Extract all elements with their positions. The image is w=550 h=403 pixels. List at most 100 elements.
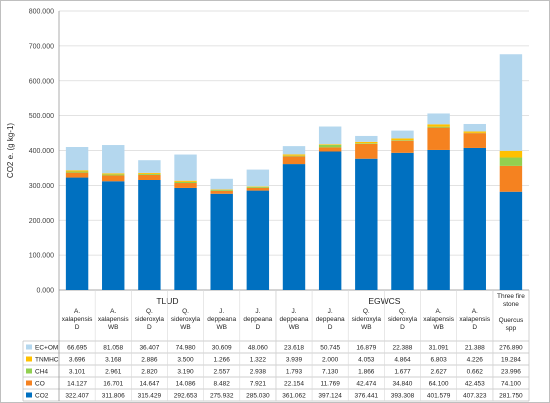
bar-segment-co xyxy=(282,156,306,165)
table-value: 22.154 xyxy=(284,381,304,388)
bar-segment-co xyxy=(355,143,378,159)
table-value: 376.441 xyxy=(355,393,379,400)
table-value: 322.407 xyxy=(65,393,89,400)
series-label: CO xyxy=(35,381,45,388)
table-value: 8.482 xyxy=(214,381,231,388)
table-value: 311.806 xyxy=(102,393,125,400)
bar-segment-ec-om xyxy=(174,154,197,181)
bar-segment-co xyxy=(427,127,450,150)
y-tick-label: 400.000 xyxy=(29,148,54,155)
table-value: 285.030 xyxy=(246,393,270,400)
bar-segment-co2 xyxy=(463,147,486,290)
bar-segment-co2 xyxy=(282,164,306,290)
table-value: 16.879 xyxy=(356,345,376,352)
bar-segment-co xyxy=(246,187,270,191)
table-value: 23.996 xyxy=(501,369,521,376)
bar-segment-ec-om xyxy=(355,135,378,142)
table-value: 1.866 xyxy=(358,369,375,376)
table-value: 14.647 xyxy=(139,381,159,388)
bar-segment-co2 xyxy=(318,151,342,290)
table-value: 7.921 xyxy=(250,381,267,388)
category-label: sideroxyla xyxy=(388,316,418,323)
bar-segment-tnmhc xyxy=(102,173,125,175)
table-value: 30.609 xyxy=(212,345,232,352)
table-value: 2.938 xyxy=(250,369,267,376)
table-value: 66.695 xyxy=(67,345,87,352)
table-value: 14.127 xyxy=(67,381,87,388)
bar-segment-co2 xyxy=(210,193,233,290)
category-label: D xyxy=(147,324,152,331)
table-value: 81.058 xyxy=(103,345,123,352)
table-value: 281.750 xyxy=(499,393,523,400)
category-label: J. xyxy=(328,308,333,315)
table-value: 401.579 xyxy=(427,393,451,400)
category-label: deppeana xyxy=(280,316,309,323)
category-label: D xyxy=(328,324,333,331)
table-value: 276.890 xyxy=(499,345,523,352)
bar-segment-ch4 xyxy=(499,157,523,166)
bar-segment-ec-om xyxy=(246,169,270,187)
bar-segment-co xyxy=(463,133,486,148)
bar-segment-co xyxy=(391,140,414,153)
category-label: J. xyxy=(219,308,224,315)
category-label: Q. xyxy=(182,308,189,315)
bar-segment-co xyxy=(318,147,342,152)
category-label: A. xyxy=(74,308,80,315)
bar-segment-tnmhc xyxy=(499,150,523,158)
bar-segment-tnmhc xyxy=(355,141,378,144)
series-label: CH4 xyxy=(35,369,48,376)
category-label: sideroxyla xyxy=(352,316,382,323)
bar-segment-tnmhc xyxy=(174,180,197,182)
table-value: 23.618 xyxy=(284,345,304,352)
category-label: Three fire xyxy=(497,293,525,300)
category-label: WB xyxy=(433,324,443,331)
table-value: 407.323 xyxy=(463,393,487,400)
category-label: J. xyxy=(291,308,296,315)
table-value: 19.284 xyxy=(501,357,521,364)
table-value: 42.453 xyxy=(465,381,485,388)
y-tick-label: 700.000 xyxy=(29,43,54,50)
table-value: 292.653 xyxy=(174,393,198,400)
table-value: 3.190 xyxy=(177,369,194,376)
category-label: deppeana xyxy=(207,316,236,323)
table-value: 31.091 xyxy=(429,345,449,352)
data-table: TLUD EGWCSA.xalapensisDA.xalapensisWBQ.si… xyxy=(22,11,530,402)
category-label: spp xyxy=(506,325,517,332)
table-value: 1.793 xyxy=(286,369,303,376)
category-label: WB xyxy=(108,324,118,331)
category-label: Q. xyxy=(399,308,406,315)
bar-segment-ch4 xyxy=(210,189,233,191)
series-label: EC+OM xyxy=(35,345,58,352)
table-value: 74.100 xyxy=(501,381,521,388)
bar-segment-ch4 xyxy=(355,143,378,144)
bar-segment-co2 xyxy=(138,179,161,290)
category-label: sideroxyla xyxy=(135,316,165,323)
table-value: 7.130 xyxy=(322,369,339,376)
bar-segment-co xyxy=(65,172,89,178)
category-label: D xyxy=(400,324,405,331)
bar-segment-co2 xyxy=(427,149,450,290)
bar-segment-tnmhc xyxy=(427,124,450,127)
bar-segment-ec-om xyxy=(282,146,306,155)
bar-segment-co xyxy=(174,183,197,188)
table-value: 1.677 xyxy=(394,369,411,376)
bar-segment-co xyxy=(210,190,233,194)
bar-segment-ch4 xyxy=(102,174,125,176)
legend-swatch xyxy=(26,392,32,398)
category-label: xalapensis xyxy=(62,316,93,323)
table-value: 1.322 xyxy=(250,357,267,364)
bar-segment-co2 xyxy=(355,158,378,290)
category-label: sideroxyla xyxy=(171,316,201,323)
category-label: WB xyxy=(216,324,226,331)
legend-swatch xyxy=(26,344,32,350)
y-tick-label: 800.000 xyxy=(29,9,54,16)
table-value: 2.961 xyxy=(105,369,122,376)
category-label: xalapensis xyxy=(459,316,490,323)
y-tick-label: 600.000 xyxy=(29,78,54,85)
legend-swatch xyxy=(26,368,32,374)
bar-segment-ch4 xyxy=(138,173,161,175)
table-value: 4.864 xyxy=(394,357,411,364)
table-value: 2.557 xyxy=(214,369,231,376)
table-value: 3.939 xyxy=(286,357,303,364)
